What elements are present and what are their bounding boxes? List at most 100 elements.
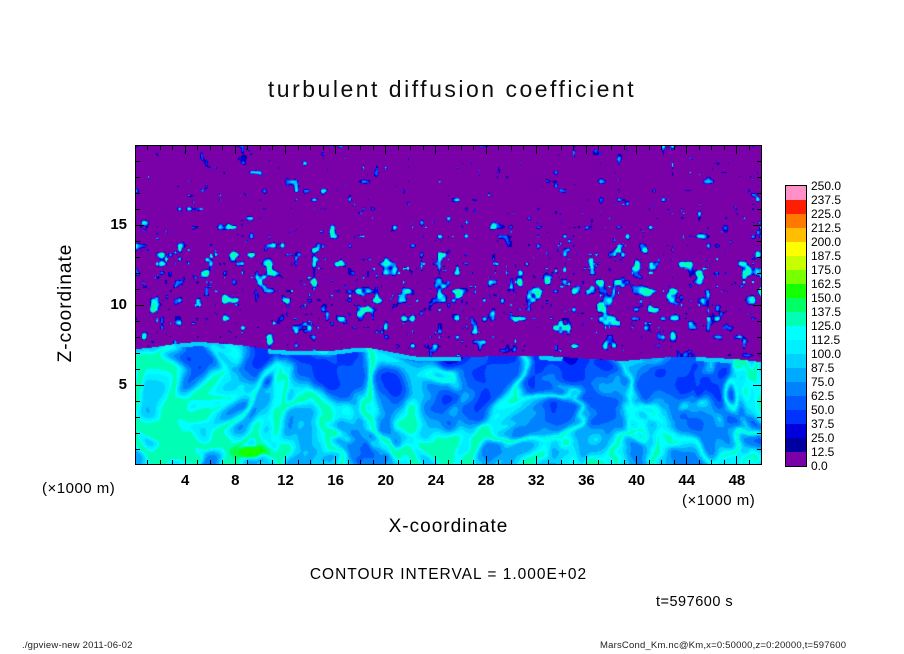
z-axis-tick <box>753 304 761 306</box>
x-axis-label: X-coordinate <box>388 516 509 537</box>
x-axis-tick <box>736 456 738 464</box>
x-axis-tick <box>259 460 261 464</box>
x-axis-tick <box>209 146 211 150</box>
x-axis-tick <box>197 460 199 464</box>
x-axis-tick <box>448 460 449 464</box>
colorbar-tick-label: 175.0 <box>811 263 842 277</box>
colorbar-tick-label: 125.0 <box>811 319 842 333</box>
x-axis-tick <box>623 460 625 464</box>
colorbar-box <box>786 186 806 200</box>
z-axis-tick <box>136 416 140 418</box>
x-axis-tick <box>247 460 249 464</box>
z-axis-tick <box>757 240 761 242</box>
x-axis-tick <box>523 460 525 464</box>
x-unit-left: (×1000 m) <box>42 480 116 497</box>
z-axis-tick <box>136 176 140 178</box>
colorbar-box <box>786 256 806 270</box>
colorbar-tick-label: 0.0 <box>811 459 828 473</box>
z-axis-tick <box>757 352 761 354</box>
x-axis-tick <box>711 460 713 464</box>
x-axis-tick <box>510 146 512 150</box>
x-axis-tick <box>259 146 261 150</box>
x-axis-tick <box>623 146 625 150</box>
x-axis-tick <box>234 146 236 154</box>
colorbar-tick-label: 250.0 <box>811 179 842 193</box>
colorbar-box <box>786 242 806 256</box>
x-axis-tick <box>611 146 613 150</box>
colorbar-tick-label: 87.5 <box>811 361 835 375</box>
x-tick-label: 24 <box>427 472 445 489</box>
z-axis-tick <box>136 368 140 370</box>
x-tick-label: 28 <box>477 472 495 489</box>
z-axis-tick <box>136 256 140 258</box>
x-axis-tick <box>397 460 399 464</box>
x-axis-tick <box>172 460 174 464</box>
x-axis-tick <box>485 456 487 464</box>
z-axis-tick <box>136 224 144 226</box>
x-axis-tick <box>410 146 412 150</box>
x-axis-tick <box>523 146 525 150</box>
x-tick-label: 48 <box>728 472 746 489</box>
z-axis-tick <box>136 352 140 354</box>
z-axis-tick <box>136 384 144 386</box>
x-axis-tick <box>548 146 550 150</box>
z-axis-tick <box>757 272 761 274</box>
footer-left: ./gpview-new 2011-06-02 <box>22 640 133 651</box>
colorbar-box <box>786 214 806 228</box>
x-tick-label: 8 <box>231 472 240 489</box>
contour-interval-note: CONTOUR INTERVAL = 1.000E+02 <box>309 566 588 583</box>
x-axis-tick <box>648 460 650 464</box>
x-axis-tick <box>297 146 299 150</box>
z-axis-tick <box>136 304 144 306</box>
colorbar-tick-label: 37.5 <box>811 417 835 431</box>
colorbar-tick-label: 137.5 <box>811 305 842 319</box>
x-axis-tick <box>335 146 337 154</box>
x-axis-tick <box>611 460 613 464</box>
x-axis-tick <box>448 146 449 150</box>
x-axis-tick <box>698 460 700 464</box>
colorbar-box <box>786 438 806 452</box>
x-axis-tick <box>598 460 600 464</box>
z-axis-tick <box>757 208 761 210</box>
z-tick-label: 15 <box>110 216 127 233</box>
colorbar-box <box>786 270 806 284</box>
x-tick-label: 44 <box>678 472 696 489</box>
colorbar-box <box>786 410 806 424</box>
colorbar-tick-label: 187.5 <box>811 249 842 263</box>
colorbar-box <box>786 200 806 214</box>
colorbar-tick-label: 212.5 <box>811 221 842 235</box>
y-axis-label: Z-coordinate <box>55 243 76 363</box>
colorbar-tick-label: 150.0 <box>811 291 842 305</box>
x-axis-tick <box>460 146 462 150</box>
z-axis-tick <box>136 160 140 162</box>
x-axis-tick <box>372 146 374 150</box>
x-axis-tick <box>422 460 424 464</box>
x-axis-tick <box>247 146 249 150</box>
x-axis-tick <box>222 460 224 464</box>
x-axis-tick <box>360 146 362 150</box>
colorbar-tick-label: 237.5 <box>811 193 842 207</box>
x-axis-tick <box>159 146 161 150</box>
x-axis-tick <box>372 460 374 464</box>
colorbar-box <box>786 340 806 354</box>
x-axis-tick <box>548 460 550 464</box>
x-axis-tick <box>723 460 725 464</box>
x-axis-tick <box>284 146 286 154</box>
z-axis-tick <box>757 256 761 258</box>
x-axis-tick <box>711 146 713 150</box>
x-axis-tick <box>322 460 324 464</box>
x-tick-label: 36 <box>578 472 595 489</box>
footer-right: MarsCond_Km.nc@Km,x=0:50000,z=0:20000,t=… <box>600 640 847 651</box>
x-axis-tick <box>636 456 638 464</box>
z-axis-tick <box>757 448 761 450</box>
x-axis-tick <box>535 146 537 154</box>
x-axis-tick <box>322 146 324 150</box>
x-axis-tick <box>222 146 224 150</box>
colorbar-box <box>786 354 806 368</box>
z-axis-tick <box>753 224 761 226</box>
time-label: t=597600 s <box>656 594 734 610</box>
x-axis-tick <box>473 146 475 150</box>
x-axis-tick <box>310 146 312 150</box>
z-axis-tick <box>757 320 761 322</box>
x-axis-tick <box>498 460 500 464</box>
